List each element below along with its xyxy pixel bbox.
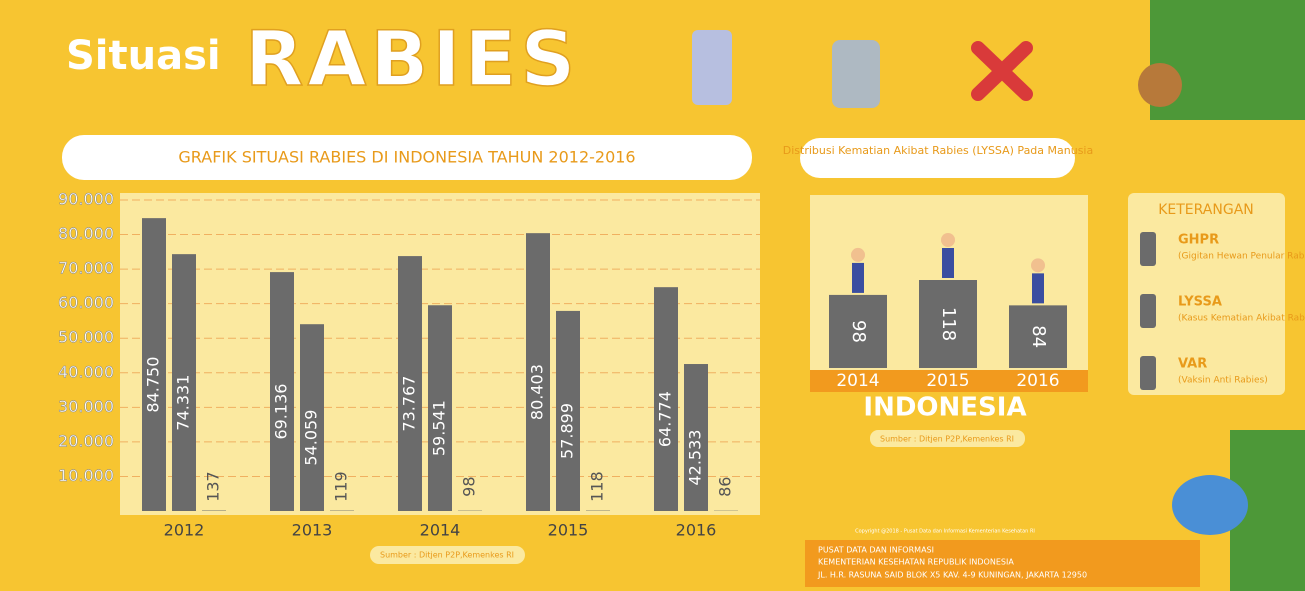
value-label: 59.541 xyxy=(430,400,449,456)
y-tick-label: 40.000 xyxy=(58,362,114,381)
person-icon xyxy=(1032,273,1044,304)
y-tick-label: 90.000 xyxy=(58,190,114,209)
legend-desc: (Gigitan Hewan Penular Rabies) xyxy=(1178,252,1305,262)
value-label: 80.403 xyxy=(528,364,547,420)
y-tick-label: 20.000 xyxy=(58,431,114,450)
legend-name: VAR xyxy=(1178,357,1207,372)
bar xyxy=(556,310,580,511)
source: Sumber : Ditjen P2P,Kemenkes RI xyxy=(880,435,1014,444)
legend-swatch xyxy=(1140,232,1156,266)
person-icon xyxy=(852,262,864,293)
footer-bar xyxy=(805,540,1200,587)
value-label: 119 xyxy=(332,471,351,502)
value-label: 86 xyxy=(716,477,735,497)
bar xyxy=(919,280,977,368)
value-label: 73.767 xyxy=(400,376,419,432)
year-band xyxy=(810,370,1088,392)
bar xyxy=(398,256,422,511)
cross-icon xyxy=(971,41,1033,101)
chart-title-text: Distribusi Kematian Akibat Rabies (LYSSA… xyxy=(783,144,1093,157)
y-tick-label: 60.000 xyxy=(58,293,114,312)
x-tick-label: 2015 xyxy=(548,521,589,540)
pill-icon xyxy=(692,30,732,105)
value-label: 42.533 xyxy=(686,430,705,486)
value-label: 98 xyxy=(848,320,869,343)
source-pill xyxy=(370,546,525,564)
chart-title: GRAFIK SITUASI RABIES DI INDONESIA TAHUN… xyxy=(178,148,635,167)
x-tick-label: 2013 xyxy=(292,521,333,540)
value-label: 69.136 xyxy=(272,384,291,440)
bar xyxy=(270,272,294,511)
x-tick-label: 2015 xyxy=(926,371,969,391)
value-label: 137 xyxy=(204,471,223,502)
footer-line: KEMENTERIAN KESEHATAN REPUBLIK INDONESIA xyxy=(818,558,1014,567)
monkey-icon xyxy=(1138,63,1182,107)
legend-name: LYSSA xyxy=(1178,295,1222,310)
value-label: 118 xyxy=(938,307,959,341)
y-tick-label: 70.000 xyxy=(58,259,114,278)
value-label: 84 xyxy=(1028,325,1049,348)
y-tick-label: 30.000 xyxy=(58,397,114,416)
value-label: 74.331 xyxy=(174,375,193,431)
legend-desc: (Kasus Kematian Akibat Rabies) xyxy=(1178,314,1305,324)
legend-desc: (Vaksin Anti Rabies) xyxy=(1178,376,1268,386)
copyright: Copyright @2018 - Pusat Data dan Informa… xyxy=(855,529,1035,535)
value-label: 64.774 xyxy=(656,391,675,447)
legend-name: GHPR xyxy=(1178,233,1219,248)
bar xyxy=(428,305,452,511)
bar xyxy=(654,287,678,511)
value-label: 54.059 xyxy=(302,410,321,466)
bar xyxy=(1009,305,1067,368)
chart-title-pill xyxy=(800,138,1075,178)
title-big: RABIES xyxy=(245,14,579,103)
x-tick-label: 2016 xyxy=(1016,371,1059,391)
bar xyxy=(172,254,196,512)
source: Sumber : Ditjen P2P,Kemenkes RI xyxy=(380,551,514,560)
chart-title-pill xyxy=(62,135,752,180)
bar xyxy=(526,233,550,511)
source-pill xyxy=(870,430,1025,447)
value-label: 118 xyxy=(588,471,607,502)
bar xyxy=(684,364,708,511)
title-small: Situasi xyxy=(66,33,221,79)
dog-icon xyxy=(1172,475,1248,535)
bar xyxy=(142,218,166,511)
legend-swatch xyxy=(1140,356,1156,390)
person-icon xyxy=(851,247,865,262)
y-tick-label: 10.000 xyxy=(58,466,114,485)
value-label: 57.899 xyxy=(558,403,577,459)
x-tick-label: 2014 xyxy=(836,371,879,391)
bar xyxy=(300,324,324,511)
y-tick-label: 80.000 xyxy=(58,224,114,243)
legend-box xyxy=(1128,193,1285,395)
chart-title: Distribusi Kematian Akibat Rabies (LYSSA… xyxy=(783,144,1093,157)
x-tick-label: 2012 xyxy=(164,521,205,540)
value-label: 98 xyxy=(460,476,479,496)
chart-label: INDONESIA xyxy=(863,393,1026,423)
x-tick-label: 2014 xyxy=(420,521,461,540)
person-icon xyxy=(942,248,954,278)
footer-line: JL. H.R. RASUNA SAID BLOK X5 KAV. 4-9 KU… xyxy=(817,571,1087,580)
legend-title: KETERANGAN xyxy=(1158,202,1254,218)
legend-swatch xyxy=(1140,294,1156,328)
footer-line: PUSAT DATA DAN INFORMASI xyxy=(818,546,934,555)
person-icon xyxy=(941,233,955,247)
y-tick-label: 50.000 xyxy=(58,328,114,347)
value-label: 84.750 xyxy=(144,357,163,413)
vaccine-icon xyxy=(832,40,880,108)
bar xyxy=(829,294,887,368)
person-icon xyxy=(1031,258,1045,273)
x-tick-label: 2016 xyxy=(676,521,717,540)
